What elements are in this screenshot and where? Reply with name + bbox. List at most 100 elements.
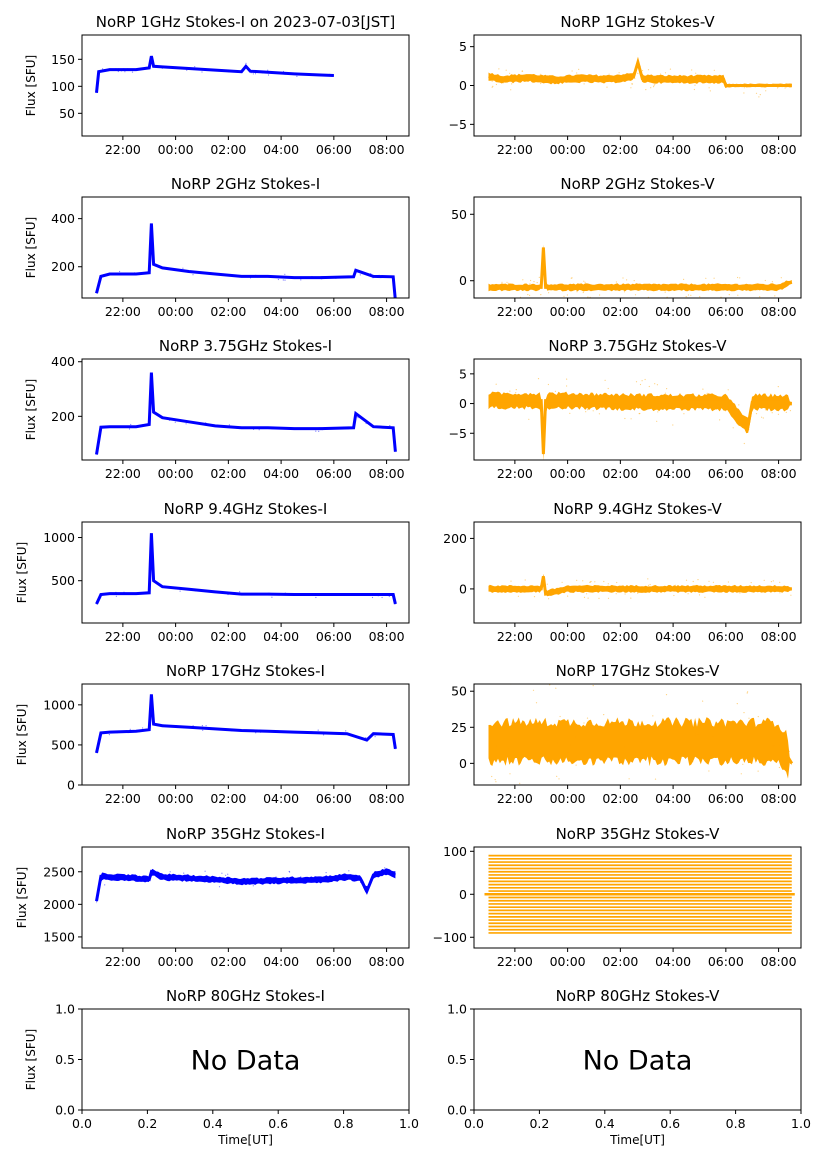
axes-frame	[81, 358, 410, 461]
outlier-point	[583, 280, 585, 282]
outlier-point	[495, 383, 497, 385]
outlier-point	[577, 76, 579, 78]
subplot-title: NoRP 1GHz Stokes-V	[560, 13, 715, 31]
outlier-point	[635, 381, 638, 383]
outlier-point	[248, 593, 250, 595]
outlier-point	[587, 296, 589, 298]
outlier-point	[718, 289, 720, 291]
y-axis-label: Flux [SFU]	[24, 379, 38, 440]
outlier-point	[583, 596, 586, 599]
outlier-point	[668, 79, 670, 81]
outlier-point	[569, 744, 572, 746]
y-tick-label: 0	[459, 887, 467, 902]
outlier-point	[697, 579, 699, 581]
outlier-point	[740, 773, 742, 775]
outlier-point	[186, 69, 188, 71]
x-axis-label: Time[UT]	[217, 1133, 273, 1147]
outlier-point	[569, 588, 571, 590]
outlier-point	[365, 422, 367, 425]
outlier-point	[691, 75, 693, 77]
outlier-point	[271, 596, 273, 598]
outlier-point	[774, 295, 776, 297]
outlier-point	[706, 392, 708, 394]
x-tick-label: 02:00	[602, 954, 638, 969]
outlier-point	[204, 870, 206, 872]
outlier-point	[498, 68, 500, 70]
outlier-point	[315, 430, 317, 432]
y-tick-label: 2500	[43, 864, 75, 879]
x-tick-label: 0.6	[660, 1116, 680, 1131]
x-tick-label: 04:00	[263, 791, 299, 806]
outlier-point	[311, 276, 313, 278]
outlier-point	[597, 586, 600, 589]
x-tick-label: 04:00	[655, 466, 691, 481]
outlier-point	[664, 291, 666, 293]
outlier-point	[521, 76, 523, 79]
y-ticks: −5 0 5	[449, 39, 474, 132]
x-tick-label: 08:00	[761, 466, 797, 481]
outlier-point	[250, 72, 252, 74]
outlier-point	[644, 378, 646, 381]
outlier-point	[171, 417, 173, 420]
subplot-11: 22:00 00:00 02:00 04:00 06:00 08:00 −100 0 100 No…	[433, 825, 802, 969]
x-tick-label: 22:00	[105, 791, 141, 806]
outlier-point	[603, 714, 605, 716]
x-ticks: 22:00 00:00 02:00 04:00 06:00 08:00	[105, 298, 405, 319]
x-ticks: 22:00 00:00 02:00 04:00 06:00 08:00	[497, 948, 797, 969]
x-tick-label: 00:00	[158, 954, 194, 969]
outlier-point	[525, 788, 526, 789]
outlier-point	[504, 591, 506, 593]
y-tick-label: 0.0	[55, 1103, 75, 1118]
outlier-point	[225, 874, 227, 876]
axes-frame	[81, 521, 410, 624]
outlier-point	[284, 592, 286, 594]
outlier-point	[631, 83, 634, 85]
outlier-point	[656, 384, 659, 386]
y-tick-label: 0.5	[55, 1052, 75, 1067]
outlier-point	[708, 770, 710, 772]
outlier-point	[540, 82, 542, 85]
plot-area	[95, 55, 334, 94]
outlier-point	[218, 728, 221, 731]
outlier-point	[548, 292, 550, 294]
outlier-point	[533, 596, 536, 598]
x-tick-label: 08:00	[369, 791, 405, 806]
outlier-point	[282, 279, 284, 281]
x-ticks: 22:00 00:00 02:00 04:00 06:00 08:00	[497, 298, 797, 319]
outlier-point	[747, 691, 749, 693]
subplot-title: NoRP 9.4GHz Stokes-V	[553, 500, 722, 518]
outlier-point	[315, 74, 317, 76]
outlier-point	[239, 591, 241, 593]
outlier-point	[257, 275, 259, 277]
outlier-point	[98, 884, 101, 886]
outlier-point	[554, 390, 557, 392]
outlier-point	[730, 742, 732, 744]
outlier-point	[716, 408, 718, 410]
outlier-point	[245, 62, 247, 64]
outlier-point	[225, 729, 227, 731]
x-tick-label: 02:00	[602, 466, 638, 481]
outlier-point	[119, 270, 121, 273]
x-tick-label: 00:00	[158, 466, 194, 481]
x-ticks: 22:00 00:00 02:00 04:00 06:00 08:00	[497, 785, 797, 806]
outlier-point	[161, 67, 163, 69]
y-tick-label: 400	[51, 354, 75, 369]
series-line	[95, 533, 397, 605]
outlier-point	[643, 591, 645, 593]
outlier-point	[748, 717, 750, 719]
outlier-point	[102, 68, 104, 70]
outlier-point	[770, 581, 773, 583]
outlier-point	[672, 424, 674, 426]
x-tick-label: 02:00	[210, 304, 246, 319]
y-tick-label: 0.5	[447, 1052, 467, 1067]
outlier-point	[737, 418, 739, 420]
outlier-point	[683, 413, 685, 415]
y-tick-label: 0.0	[447, 1103, 467, 1118]
x-tick-label: 22:00	[497, 629, 533, 644]
outlier-point	[114, 731, 116, 733]
outlier-point	[509, 404, 511, 406]
y-tick-label: −5	[449, 426, 467, 441]
x-tick-label: 1.0	[791, 1116, 811, 1131]
outlier-point	[584, 281, 586, 283]
outlier-point	[685, 579, 688, 581]
